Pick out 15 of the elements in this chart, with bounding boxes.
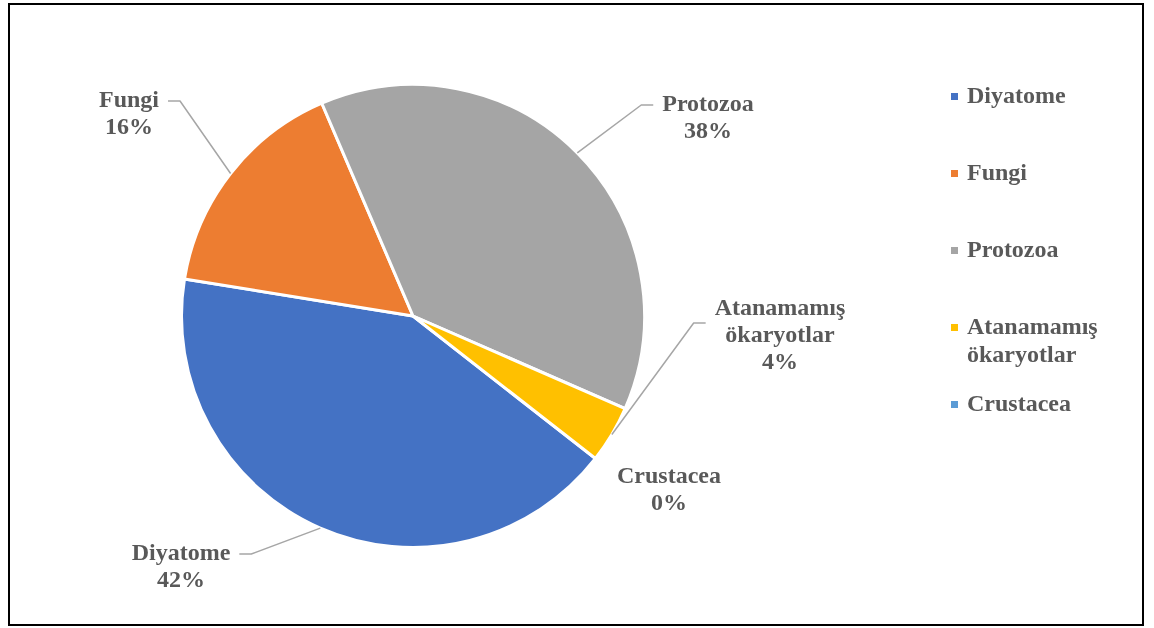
legend-label: Fungi [967,159,1028,186]
legend-label: Protozoa [967,236,1059,263]
legend-label: Diyatome [967,82,1066,109]
slice-label: Fungi [98,86,160,113]
category-label: Crustacea [617,462,721,489]
legend-label: Atanamamış ökaryotlar [967,313,1098,368]
slice-label: Protozoa [662,90,754,117]
slice-label: Diyatome [131,539,231,566]
data-label: 16% [105,113,153,140]
data-label: 42% [157,566,205,593]
data-label: 4% [762,348,798,375]
text: 0% [651,489,687,516]
legend-label: Crustacea [967,390,1071,417]
data-label: 38% [684,117,732,144]
slice-label: Atanamamış ökaryotlar [714,294,846,348]
